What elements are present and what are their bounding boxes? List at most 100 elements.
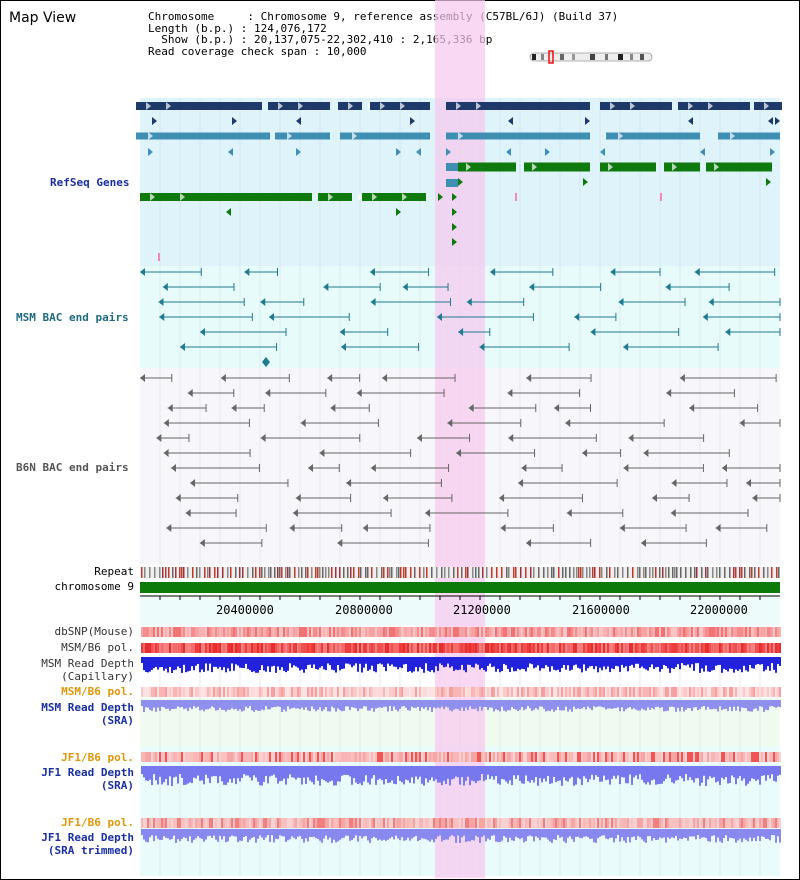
bac-end <box>640 539 646 547</box>
bac-end <box>708 298 714 306</box>
strand-arrow <box>466 163 471 171</box>
bac-end <box>689 404 695 412</box>
gene-feature <box>140 193 312 201</box>
track-label-msm-b6-pol[interactable]: MSM/B6 pol. <box>61 641 134 654</box>
track-label-refseq[interactable]: RefSeq Genes <box>50 176 130 189</box>
strand-arrow <box>730 132 735 140</box>
bac-end <box>456 449 462 457</box>
gene-arrow <box>585 117 590 125</box>
bac-end <box>158 298 164 306</box>
bac-end <box>140 268 146 276</box>
bac-end <box>725 328 731 336</box>
bac-end <box>739 419 745 427</box>
bac-end <box>715 524 721 532</box>
bac-end <box>166 524 172 532</box>
bac-end <box>260 434 266 442</box>
bac-end <box>289 524 295 532</box>
strand-arrow <box>278 102 283 110</box>
bac-end <box>370 298 376 306</box>
strand-arrow <box>764 102 769 110</box>
info-coverage-span: Read coverage check span : 10,000 <box>148 44 367 58</box>
gene-arrow <box>396 208 401 216</box>
bac-end <box>382 374 388 382</box>
ideogram-position-marker <box>548 50 554 64</box>
gene-feature <box>606 132 700 140</box>
bac-end <box>369 268 375 276</box>
gene-feature <box>664 162 700 172</box>
strand-arrow <box>402 193 407 201</box>
gene-feature <box>600 162 656 172</box>
gene-arrow <box>768 117 773 125</box>
bac-end <box>323 283 329 291</box>
bac-end <box>490 268 496 276</box>
bac-end <box>526 539 532 547</box>
strand-arrow <box>784 102 789 110</box>
gene-arrow <box>226 208 231 216</box>
gene-feature <box>446 163 458 171</box>
bac-end <box>574 313 580 321</box>
gene-arrow <box>452 193 457 201</box>
bac-end <box>526 374 532 382</box>
bac-end <box>623 464 629 472</box>
bac-end <box>175 494 181 502</box>
bac-end <box>337 539 343 547</box>
gene-arrow <box>296 148 301 156</box>
bac-end <box>623 343 629 351</box>
gene-feature <box>524 162 590 172</box>
selection-highlight[interactable] <box>435 0 485 878</box>
track-label-msm-depth-capillary[interactable]: MSM Read Depth (Capillary) <box>41 657 134 683</box>
bac-end <box>244 268 250 276</box>
bac-end <box>356 389 362 397</box>
track-label-msm-b6-pol-sra[interactable]: MSM/B6 pol. <box>61 685 134 698</box>
track-label-jf1-pol-trim[interactable]: JF1/B6 pol. <box>61 816 134 829</box>
track-label-b6n-bac[interactable]: B6N BAC end pairs <box>16 461 129 474</box>
strand-arrow <box>352 132 357 140</box>
gene-feature <box>706 162 772 172</box>
gene-arrow <box>770 148 775 156</box>
info-length: Length (b.p.) : 124,076,172 <box>148 21 327 35</box>
gene-arrow <box>438 193 443 201</box>
gene-arrow <box>148 148 153 156</box>
bac-end <box>339 328 345 336</box>
track-label-dbsnp[interactable]: dbSNP(Mouse) <box>54 625 134 638</box>
bac-end <box>500 524 506 532</box>
bac-end <box>402 283 408 291</box>
chromosome-ideogram[interactable] <box>529 50 653 64</box>
bac-end <box>529 283 535 291</box>
bac-end <box>308 464 314 472</box>
jf1-depth-trim-line1: JF1 Read Depth <box>41 831 134 844</box>
bac-end <box>508 434 514 442</box>
bac-end <box>468 404 474 412</box>
feature-glyphs[interactable] <box>136 102 789 547</box>
jf1-depth-line1: JF1 Read Depth <box>41 766 134 779</box>
bac-end <box>156 434 162 442</box>
track-label-msm-bac[interactable]: MSM BAC end pairs <box>16 311 129 324</box>
strand-arrow <box>146 102 151 110</box>
track-label-jf1-pol[interactable]: JF1/B6 pol. <box>61 751 134 764</box>
track-label-jf1-depth-trim[interactable]: JF1 Read Depth (SRA trimmed) <box>41 831 134 857</box>
gene-arrow <box>458 178 463 186</box>
gene-arrow <box>446 148 451 156</box>
bac-end <box>752 494 758 502</box>
strand-arrow <box>372 193 377 201</box>
bac-end <box>292 509 298 517</box>
gene-arrow <box>232 117 237 125</box>
track-label-msm-depth-sra[interactable]: MSM Read Depth (SRA) <box>41 701 134 727</box>
strand-arrow <box>358 193 363 201</box>
bac-end <box>702 313 708 321</box>
bac-end <box>346 479 352 487</box>
bac-end <box>190 479 196 487</box>
strand-arrow <box>328 193 333 201</box>
bac-end <box>721 464 727 472</box>
repeat-track <box>140 567 780 578</box>
msm-depth-sra-line2: (SRA) <box>100 714 134 727</box>
track-label-repeat[interactable]: Repeat <box>94 565 134 578</box>
track-label-chromosome[interactable]: chromosome 9 <box>54 580 134 593</box>
axis-ticks <box>159 596 761 600</box>
gene-arrow <box>396 148 401 156</box>
gene-arrow <box>508 117 513 125</box>
strand-arrow <box>150 193 155 201</box>
track-label-jf1-depth[interactable]: JF1 Read Depth (SRA) <box>41 766 134 792</box>
gene-feature <box>136 102 262 110</box>
